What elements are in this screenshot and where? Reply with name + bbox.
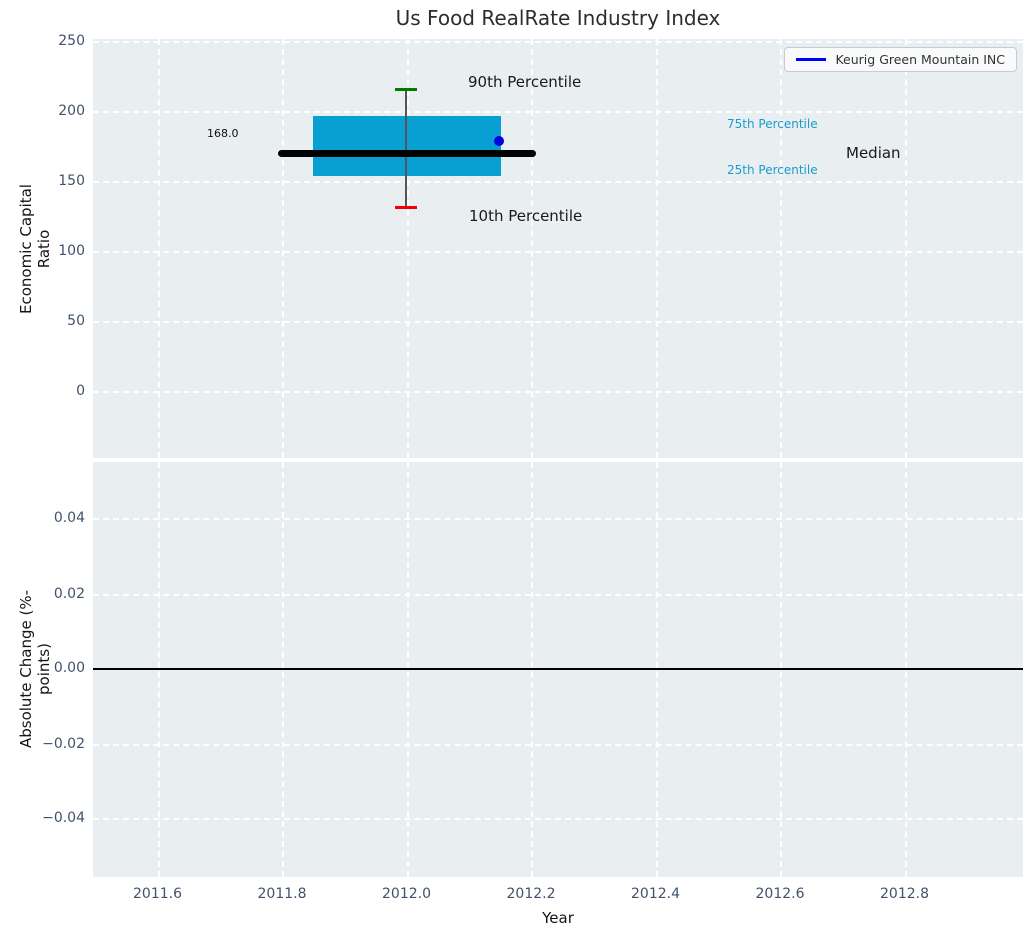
- x-tick: 2012.8: [880, 886, 929, 902]
- p90-cap: [395, 88, 417, 91]
- gridline: [406, 39, 409, 458]
- gridline: [531, 39, 533, 458]
- y-tick: 50: [67, 313, 85, 329]
- x-tick: 2012.4: [631, 886, 680, 902]
- x-tick: 2011.8: [257, 886, 307, 902]
- y-tick: 150: [58, 173, 85, 189]
- y-tick: 0: [76, 383, 85, 399]
- y-tick: −0.02: [42, 736, 85, 752]
- y-axis-label-top: Economic Capital Ratio: [17, 184, 53, 314]
- gridline: [93, 391, 1023, 393]
- gridline: [93, 251, 1023, 253]
- gridline: [93, 818, 1023, 820]
- x-tick: 2011.6: [133, 886, 182, 902]
- gridline: [531, 462, 533, 877]
- gridline: [655, 39, 658, 458]
- y-tick: 0.04: [53, 510, 85, 526]
- whisker-line: [405, 89, 407, 208]
- gridline: [780, 462, 782, 877]
- gridline: [904, 462, 907, 877]
- iqr-box: [313, 116, 501, 176]
- gridline: [282, 39, 284, 458]
- median-value-label: 168.0: [207, 127, 239, 140]
- zero-reference-line: [93, 667, 1023, 670]
- p10-cap: [395, 206, 417, 209]
- legend-line-sample: [796, 58, 827, 61]
- y-tick: 200: [58, 103, 85, 119]
- gridline: [93, 518, 1023, 520]
- gridline: [157, 462, 160, 877]
- gridline: [93, 181, 1023, 183]
- annotation-75th-percentile: 75th Percentile: [727, 117, 818, 131]
- annotation-median: Median: [846, 144, 901, 162]
- annotation-90th-percentile: 90th Percentile: [468, 73, 582, 91]
- y-tick: 0.02: [53, 586, 85, 602]
- gridline: [93, 41, 1023, 43]
- gridline: [780, 39, 782, 458]
- legend: Keurig Green Mountain INC: [784, 47, 1017, 72]
- gridline: [655, 462, 658, 877]
- company-point: [494, 136, 504, 146]
- y-axis-label-bottom: Absolute Change (%-points): [17, 589, 53, 749]
- gridline: [93, 111, 1023, 113]
- gridline: [406, 462, 409, 877]
- x-axis-label: Year: [542, 909, 574, 927]
- gridline: [93, 744, 1023, 746]
- x-tick: 2012.2: [506, 886, 556, 902]
- y-tick: 0.00: [53, 660, 85, 676]
- y-tick: 100: [58, 243, 85, 259]
- x-tick: 2012.0: [382, 886, 431, 902]
- gridline: [93, 594, 1023, 596]
- legend-label: Keurig Green Mountain INC: [835, 52, 1005, 67]
- gridline: [904, 39, 907, 458]
- y-tick: −0.04: [42, 810, 85, 826]
- y-tick: 250: [58, 33, 85, 49]
- x-tick: 2012.6: [755, 886, 805, 902]
- median-line: [278, 150, 536, 157]
- bottom-plot: [93, 462, 1023, 877]
- gridline: [282, 462, 284, 877]
- gridline: [157, 39, 160, 458]
- chart-title: Us Food RealRate Industry Index: [395, 6, 721, 30]
- annotation-10th-percentile: 10th Percentile: [469, 207, 583, 225]
- annotation-25th-percentile: 25th Percentile: [727, 163, 818, 177]
- gridline: [93, 321, 1023, 323]
- top-plot: 90th Percentile 10th Percentile 75th Per…: [93, 39, 1023, 458]
